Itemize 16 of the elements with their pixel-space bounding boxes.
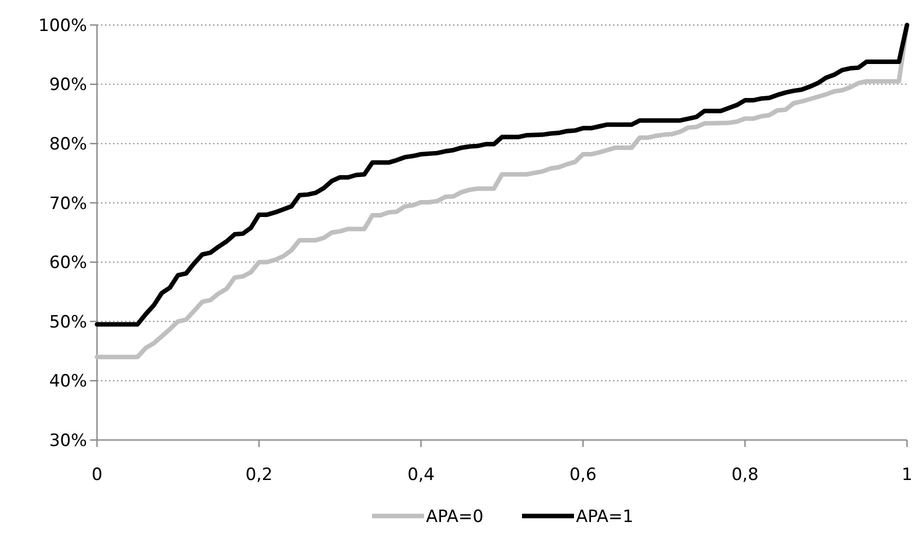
x-tick-label: 1: [902, 465, 912, 485]
x-tick-label: 0,8: [731, 465, 759, 485]
y-tick-label: 70%: [49, 194, 87, 214]
y-tick-label: 40%: [49, 372, 87, 392]
y-tick-label: 90%: [49, 75, 87, 96]
x-tick-label: 0,2: [245, 465, 273, 485]
x-tick-label: 0,6: [569, 465, 597, 485]
x-tick-label: 0: [92, 465, 102, 485]
x-tick-label: 0,4: [407, 465, 435, 485]
legend-label: APA=1: [576, 506, 634, 527]
y-tick-label: 50%: [49, 312, 87, 332]
y-tick-label: 60%: [49, 253, 87, 274]
legend-label: APA=0: [426, 506, 484, 527]
y-tick-label: 30%: [49, 430, 87, 451]
y-tick-label: 100%: [38, 16, 87, 36]
y-tick-label: 80%: [49, 134, 87, 155]
